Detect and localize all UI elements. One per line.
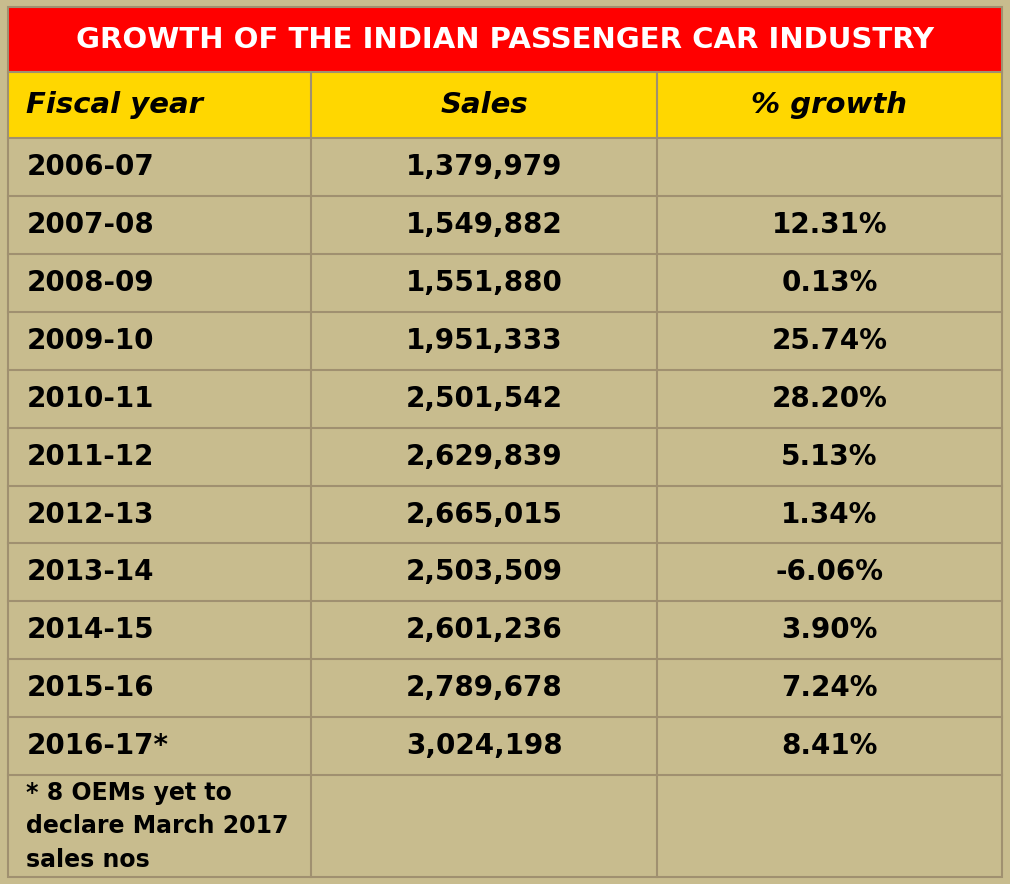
Bar bbox=[8, 254, 311, 312]
Text: 1,379,979: 1,379,979 bbox=[406, 153, 563, 181]
Bar bbox=[658, 717, 1002, 775]
Text: 2012-13: 2012-13 bbox=[26, 500, 154, 529]
Bar bbox=[658, 775, 1002, 877]
Text: -6.06%: -6.06% bbox=[776, 559, 884, 586]
Text: GROWTH OF THE INDIAN PASSENGER CAR INDUSTRY: GROWTH OF THE INDIAN PASSENGER CAR INDUS… bbox=[76, 26, 934, 54]
Bar bbox=[8, 544, 311, 601]
Bar bbox=[658, 312, 1002, 370]
Bar bbox=[658, 659, 1002, 717]
Bar bbox=[8, 717, 311, 775]
Bar bbox=[8, 659, 311, 717]
Text: 2,503,509: 2,503,509 bbox=[406, 559, 563, 586]
Bar bbox=[8, 196, 311, 254]
Bar bbox=[311, 254, 658, 312]
Bar bbox=[8, 485, 311, 544]
Bar bbox=[658, 601, 1002, 659]
Text: 2006-07: 2006-07 bbox=[26, 153, 154, 181]
Bar bbox=[8, 601, 311, 659]
Text: 2007-08: 2007-08 bbox=[26, 210, 154, 239]
Text: 1,551,880: 1,551,880 bbox=[406, 269, 563, 297]
Text: 1,951,333: 1,951,333 bbox=[406, 327, 563, 354]
Bar bbox=[8, 72, 311, 138]
Text: 2009-10: 2009-10 bbox=[26, 327, 154, 354]
Text: 7.24%: 7.24% bbox=[782, 674, 878, 703]
Bar bbox=[8, 7, 1002, 72]
Bar bbox=[311, 196, 658, 254]
Text: 2016-17*: 2016-17* bbox=[26, 732, 169, 760]
Text: 3.90%: 3.90% bbox=[782, 616, 878, 644]
Bar bbox=[311, 370, 658, 428]
Bar bbox=[8, 138, 311, 196]
Text: % growth: % growth bbox=[751, 91, 908, 119]
Text: 1,549,882: 1,549,882 bbox=[406, 210, 563, 239]
Bar bbox=[311, 659, 658, 717]
Bar bbox=[658, 428, 1002, 485]
Bar bbox=[658, 485, 1002, 544]
Bar bbox=[658, 138, 1002, 196]
Text: 3,024,198: 3,024,198 bbox=[406, 732, 563, 760]
Bar bbox=[311, 775, 658, 877]
Text: * 8 OEMs yet to
declare March 2017
sales nos: * 8 OEMs yet to declare March 2017 sales… bbox=[26, 781, 289, 872]
Text: 2014-15: 2014-15 bbox=[26, 616, 154, 644]
Text: 2,601,236: 2,601,236 bbox=[406, 616, 563, 644]
Text: 8.41%: 8.41% bbox=[782, 732, 878, 760]
Text: 2010-11: 2010-11 bbox=[26, 385, 154, 413]
Text: 2011-12: 2011-12 bbox=[26, 443, 154, 470]
Text: 2,789,678: 2,789,678 bbox=[406, 674, 563, 703]
Bar bbox=[311, 485, 658, 544]
Bar bbox=[8, 370, 311, 428]
Text: Sales: Sales bbox=[440, 91, 528, 119]
Bar bbox=[311, 428, 658, 485]
Text: 2015-16: 2015-16 bbox=[26, 674, 154, 703]
Bar bbox=[311, 544, 658, 601]
Bar bbox=[658, 72, 1002, 138]
Bar bbox=[311, 312, 658, 370]
Bar bbox=[311, 72, 658, 138]
Text: 2013-14: 2013-14 bbox=[26, 559, 154, 586]
Text: 2,501,542: 2,501,542 bbox=[406, 385, 563, 413]
Text: 5.13%: 5.13% bbox=[782, 443, 878, 470]
Bar bbox=[8, 775, 311, 877]
Text: 0.13%: 0.13% bbox=[782, 269, 878, 297]
Text: 25.74%: 25.74% bbox=[772, 327, 888, 354]
Bar bbox=[8, 312, 311, 370]
Bar bbox=[658, 544, 1002, 601]
Bar bbox=[658, 196, 1002, 254]
Text: 2,629,839: 2,629,839 bbox=[406, 443, 563, 470]
Bar bbox=[311, 601, 658, 659]
Text: 28.20%: 28.20% bbox=[772, 385, 888, 413]
Text: 1.34%: 1.34% bbox=[782, 500, 878, 529]
Text: Fiscal year: Fiscal year bbox=[26, 91, 203, 119]
Text: 2008-09: 2008-09 bbox=[26, 269, 154, 297]
Bar bbox=[658, 254, 1002, 312]
Bar bbox=[658, 370, 1002, 428]
Bar bbox=[311, 717, 658, 775]
Text: 2,665,015: 2,665,015 bbox=[406, 500, 563, 529]
Text: 12.31%: 12.31% bbox=[772, 210, 888, 239]
Bar bbox=[311, 138, 658, 196]
Bar bbox=[8, 428, 311, 485]
